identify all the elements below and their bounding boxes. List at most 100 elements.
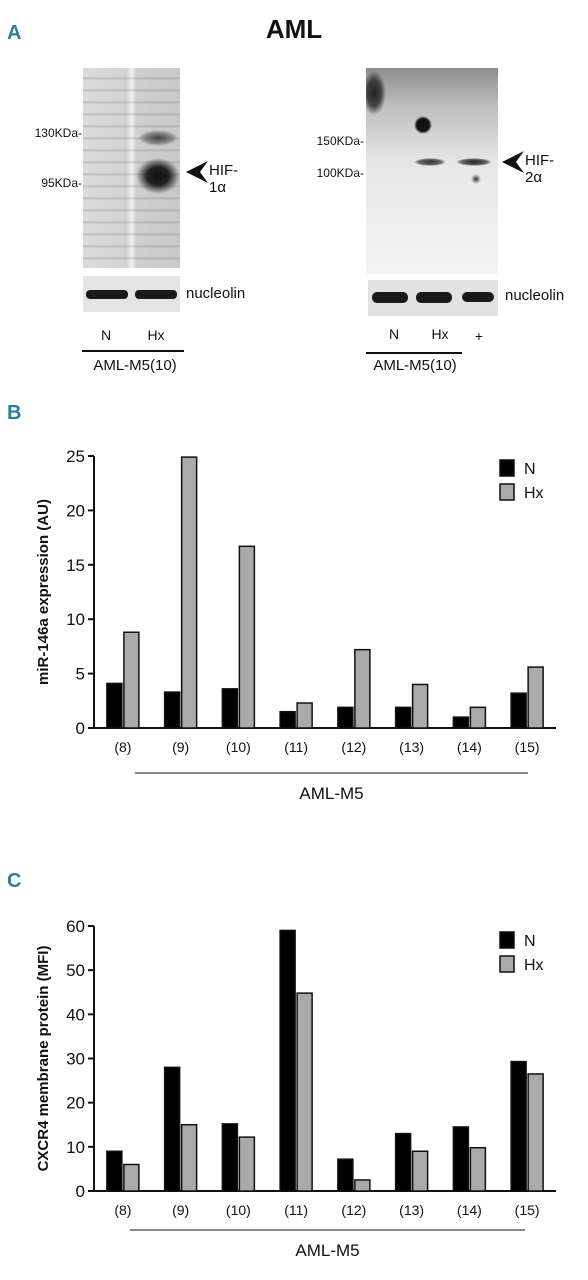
x-tick-label: (10) xyxy=(226,1202,251,1218)
y-tick-label: 15 xyxy=(66,556,85,575)
y-tick-label: 0 xyxy=(76,719,85,738)
bar-hx-3 xyxy=(296,992,313,1192)
y-tick-label: 40 xyxy=(66,1005,85,1024)
bar-n-7 xyxy=(510,692,527,729)
x-tick-label: (9) xyxy=(172,739,189,755)
x-tick-label: (15) xyxy=(515,1202,540,1218)
y-tick-label: 20 xyxy=(66,501,85,520)
blot-right-main xyxy=(366,68,498,274)
arrowhead-left-icon xyxy=(186,161,208,183)
bar-hx-2 xyxy=(238,545,256,729)
x-tick-label: (11) xyxy=(284,739,308,755)
arrowhead-right-icon xyxy=(502,151,524,173)
blot-right-loading-label: nucleolin xyxy=(505,287,565,304)
panel-letter-b: B xyxy=(7,402,22,424)
bar-hx-0 xyxy=(123,631,140,729)
chart-c: 0 10 20 30 40 50 60 CXCR4 membrane protein (MFI… xyxy=(35,917,556,1260)
x-tick-label: (13) xyxy=(399,1202,424,1218)
x-tick-label: (12) xyxy=(341,1202,366,1218)
blot-left-loading xyxy=(83,276,180,312)
bar-n-7 xyxy=(510,1060,527,1192)
blot-left-loading-label: nucleolin xyxy=(186,285,246,302)
blot-right-sample-rule xyxy=(366,352,462,354)
bar-n-0 xyxy=(106,1150,123,1192)
blot-left-main xyxy=(83,68,180,268)
blot-right-sample: AML-M5(10) xyxy=(373,357,457,374)
blot-right-lane-hx: Hx xyxy=(431,326,449,342)
bar-n-4 xyxy=(337,1158,354,1192)
bar-hx-6 xyxy=(469,1146,487,1192)
x-tick-label: (13) xyxy=(399,739,424,755)
bar-n-2 xyxy=(221,1123,239,1192)
blot-left-sample: AML-M5(10) xyxy=(93,357,177,374)
legend-swatch-hx xyxy=(499,955,515,973)
y-tick-label: 25 xyxy=(66,447,85,466)
bar-hx-4 xyxy=(354,648,371,729)
bar-hx-0 xyxy=(123,1163,140,1192)
bar-hx-1 xyxy=(180,1124,198,1192)
bar-n-6 xyxy=(452,1126,470,1192)
bar-hx-7 xyxy=(527,1073,544,1192)
legend-swatch-n xyxy=(499,931,515,949)
x-tick-label: (8) xyxy=(114,1202,131,1218)
bar-n-4 xyxy=(337,706,354,729)
bar-n-5 xyxy=(394,1132,412,1192)
legend-label-n: N xyxy=(524,933,536,950)
bar-n-2 xyxy=(221,688,239,729)
y-tick-label: 20 xyxy=(66,1094,85,1113)
panel-letter-a: A xyxy=(7,22,22,44)
bar-hx-5 xyxy=(411,1150,429,1192)
bar-hx-4 xyxy=(354,1179,371,1192)
legend-swatch-n xyxy=(499,459,515,477)
legend-label-hx: Hx xyxy=(524,485,544,502)
bar-hx-2 xyxy=(238,1136,256,1192)
legend-label-n: N xyxy=(524,461,536,478)
x-tick-label: (14) xyxy=(457,1202,482,1218)
x-tick-label: (9) xyxy=(172,1202,189,1218)
legend-label-hx: Hx xyxy=(524,957,544,974)
chart-b: 0 5 10 15 20 25 miR-146a expression (AU) (8) (9)… xyxy=(35,447,556,803)
bar-hx-3 xyxy=(296,702,313,729)
y-axis-title: miR-146a expression (AU) xyxy=(35,499,52,685)
y-tick-label: 50 xyxy=(66,961,85,980)
figure-title: AML xyxy=(265,14,323,44)
bar-n-1 xyxy=(163,691,181,729)
blot-left-target-label: HIF-1α xyxy=(209,162,239,196)
x-tick-label: (15) xyxy=(515,739,540,755)
y-tick-label: 30 xyxy=(66,1050,85,1069)
y-axis-title: CXCR4 membrane protein (MFI) xyxy=(35,946,52,1172)
x-tick-label: (14) xyxy=(457,739,482,755)
y-tick-label: 0 xyxy=(76,1182,85,1201)
bar-n-3 xyxy=(279,929,296,1192)
blot-left-lane-hx: Hx xyxy=(147,327,165,343)
x-axis-title: AML-M5 xyxy=(295,1241,359,1260)
blot-right-lane-n: N xyxy=(388,326,400,342)
y-tick-label: 10 xyxy=(66,1138,85,1157)
bar-n-0 xyxy=(106,682,123,729)
blot-left-marker-95: 95KDa- xyxy=(41,176,82,190)
blot-right-loading xyxy=(368,280,498,316)
blot-right-lane-plus: + xyxy=(474,328,484,344)
y-tick-label: 5 xyxy=(76,665,85,684)
x-tick-label: (11) xyxy=(284,1202,308,1218)
bar-hx-1 xyxy=(180,456,198,729)
y-tick-label: 10 xyxy=(66,610,85,629)
blot-right-target-label: HIF-2α xyxy=(525,152,555,186)
bar-n-3 xyxy=(279,710,296,729)
bar-hx-6 xyxy=(469,706,487,729)
x-tick-label: (10) xyxy=(226,739,251,755)
panel-letter-c: C xyxy=(7,870,22,892)
bar-hx-7 xyxy=(527,666,544,729)
y-tick-label: 60 xyxy=(66,917,85,936)
blot-right-marker-100: 100KDa- xyxy=(316,166,364,180)
bar-hx-5 xyxy=(411,683,429,729)
blot-right-marker-150: 150KDa- xyxy=(316,134,364,148)
blot-left-lane-n: N xyxy=(100,327,112,343)
x-axis-title: AML-M5 xyxy=(299,784,363,803)
bar-n-1 xyxy=(163,1066,181,1192)
blot-left-marker-130: 130KDa- xyxy=(34,126,82,140)
bar-n-5 xyxy=(394,706,412,729)
legend-swatch-hx xyxy=(499,483,515,501)
blot-left-sample-rule xyxy=(82,350,184,352)
x-tick-label: (12) xyxy=(341,739,366,755)
